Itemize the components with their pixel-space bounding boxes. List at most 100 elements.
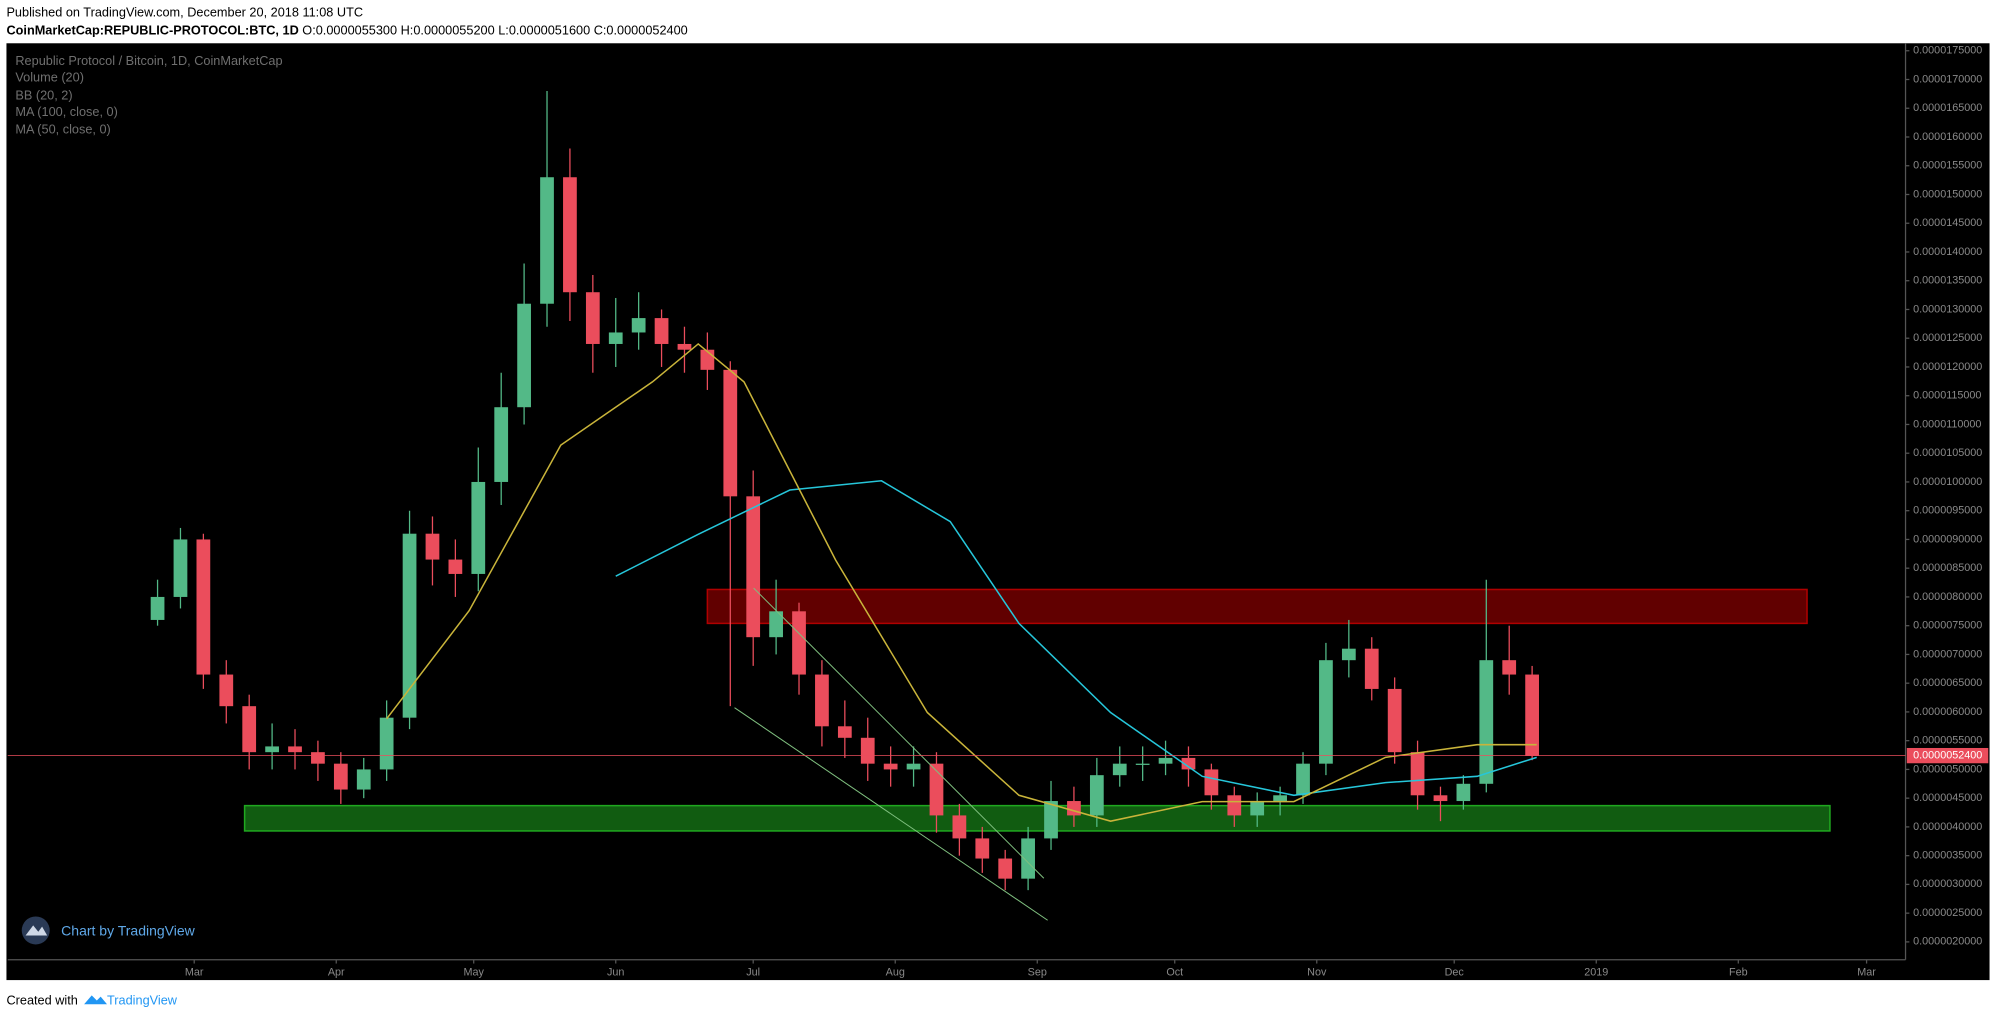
footer-brand[interactable]: TradingView bbox=[107, 992, 178, 1007]
candle-body bbox=[1089, 775, 1104, 816]
indicator: Volume (20) bbox=[15, 69, 84, 84]
watermark: Chart by TradingView bbox=[61, 923, 195, 939]
symbol: CoinMarketCap:REPUBLIC-PROTOCOL:BTC, 1D … bbox=[6, 22, 687, 37]
plot bbox=[150, 90, 1831, 891]
trend-line bbox=[753, 587, 1045, 879]
y-tick-label: 0.0000135000 bbox=[1913, 275, 1982, 287]
y-tick-label: 0.0000025000 bbox=[1913, 907, 1982, 919]
y-tick-label: 0.0000075000 bbox=[1913, 620, 1982, 632]
candle-body bbox=[288, 746, 302, 753]
candle-body bbox=[150, 596, 165, 620]
candle-body bbox=[1525, 674, 1539, 756]
candle-body bbox=[540, 177, 554, 304]
candle-body bbox=[1135, 763, 1150, 765]
candle-body bbox=[1341, 648, 1356, 661]
candle-body bbox=[929, 763, 944, 816]
y-tick-label: 0.0000080000 bbox=[1913, 591, 1982, 603]
last-price-label: 0.0000052400 bbox=[1913, 749, 1982, 761]
candle-body bbox=[494, 407, 509, 482]
candle-body bbox=[746, 496, 761, 638]
watermark-icon bbox=[25, 925, 48, 936]
indicator: MA (50, close, 0) bbox=[15, 122, 110, 137]
symbol-name: CoinMarketCap:REPUBLIC-PROTOCOL:BTC, 1D bbox=[6, 22, 298, 37]
candle-body bbox=[563, 177, 577, 293]
moving-average bbox=[615, 480, 1537, 797]
y-tick-label: 0.0000150000 bbox=[1913, 188, 1982, 200]
y-tick-label: 0.0000100000 bbox=[1913, 476, 1982, 488]
candle-body bbox=[1067, 801, 1081, 816]
candle-body bbox=[1433, 795, 1448, 802]
candle-body bbox=[1387, 688, 1402, 753]
trend-line bbox=[734, 707, 1048, 921]
candle-body bbox=[356, 769, 371, 790]
chart-background bbox=[6, 43, 1990, 981]
candle-body bbox=[1021, 838, 1035, 879]
candle-body bbox=[1502, 660, 1517, 675]
candle-body bbox=[792, 611, 806, 675]
candle-body bbox=[1410, 752, 1425, 796]
y-tick-label: 0.0000020000 bbox=[1913, 936, 1982, 948]
candle-body bbox=[860, 737, 875, 764]
y-tick-label: 0.0000170000 bbox=[1913, 73, 1982, 85]
candle-body bbox=[906, 763, 921, 770]
y-tick-label: 0.0000065000 bbox=[1913, 677, 1982, 689]
y-tick-label: 0.0000125000 bbox=[1913, 332, 1982, 344]
candle-body bbox=[448, 559, 463, 574]
moving-average bbox=[386, 342, 1537, 822]
y-tick-label: 0.0000165000 bbox=[1913, 102, 1982, 114]
y-tick-label: 0.0000045000 bbox=[1913, 792, 1982, 804]
candle-body bbox=[1112, 763, 1127, 776]
candle-body bbox=[837, 726, 852, 738]
x-tick-label: Oct bbox=[1166, 966, 1183, 978]
x-tick-label: Feb bbox=[1729, 966, 1748, 978]
candle-body bbox=[1319, 660, 1333, 764]
candle-body bbox=[608, 332, 623, 344]
candle-body bbox=[998, 858, 1013, 879]
y-tick-label: 0.0000040000 bbox=[1913, 821, 1982, 833]
y-tick-label: 0.0000140000 bbox=[1913, 246, 1982, 258]
candle-body bbox=[1158, 757, 1173, 764]
x-tick-label: Jun bbox=[607, 966, 624, 978]
candle-body bbox=[1479, 660, 1494, 784]
candle-body bbox=[975, 838, 990, 859]
candle-body bbox=[769, 611, 783, 638]
x-tick-label: 2019 bbox=[1584, 966, 1608, 978]
candle-body bbox=[425, 533, 440, 560]
chart-title: Republic Protocol / Bitcoin, 1D, CoinMar… bbox=[15, 53, 282, 68]
candle-body bbox=[654, 318, 669, 344]
y-tick-label: 0.0000120000 bbox=[1913, 361, 1982, 373]
candle-body bbox=[815, 674, 829, 727]
y-tick-label: 0.0000050000 bbox=[1913, 763, 1982, 775]
y-tick-label: 0.0000130000 bbox=[1913, 303, 1982, 315]
candle-body bbox=[173, 539, 188, 597]
y-tick-label: 0.0000175000 bbox=[1913, 45, 1982, 57]
candle-body bbox=[1227, 795, 1242, 816]
candle-body bbox=[219, 674, 234, 707]
candle-body bbox=[723, 369, 738, 497]
candle-body bbox=[585, 292, 600, 344]
y-tick-label: 0.0000070000 bbox=[1913, 648, 1982, 660]
candle-body bbox=[631, 318, 646, 333]
y-tick-label: 0.0000110000 bbox=[1913, 418, 1981, 430]
candle-body bbox=[265, 746, 279, 753]
candle-body bbox=[1204, 769, 1219, 796]
y-tick-label: 0.0000095000 bbox=[1913, 505, 1982, 517]
candle-body bbox=[1456, 783, 1471, 802]
y-tick-label: 0.0000155000 bbox=[1913, 160, 1982, 172]
candle-body bbox=[1296, 763, 1310, 796]
y-tick-label: 0.0000160000 bbox=[1913, 131, 1982, 143]
candle-body bbox=[196, 539, 211, 675]
x-tick-label: Sep bbox=[1028, 966, 1047, 978]
published: Published on TradingView.com, December 2… bbox=[6, 5, 363, 20]
y-tick-label: 0.0000030000 bbox=[1913, 878, 1982, 890]
indicator: MA (100, close, 0) bbox=[15, 104, 118, 119]
candle-body bbox=[1181, 757, 1196, 770]
y-tick-label: 0.0000060000 bbox=[1913, 706, 1982, 718]
candle-body bbox=[333, 763, 348, 790]
x-tick-label: Aug bbox=[886, 966, 905, 978]
candle-body bbox=[883, 763, 898, 770]
indicator: BB (20, 2) bbox=[15, 87, 72, 102]
candle-body bbox=[517, 303, 531, 408]
